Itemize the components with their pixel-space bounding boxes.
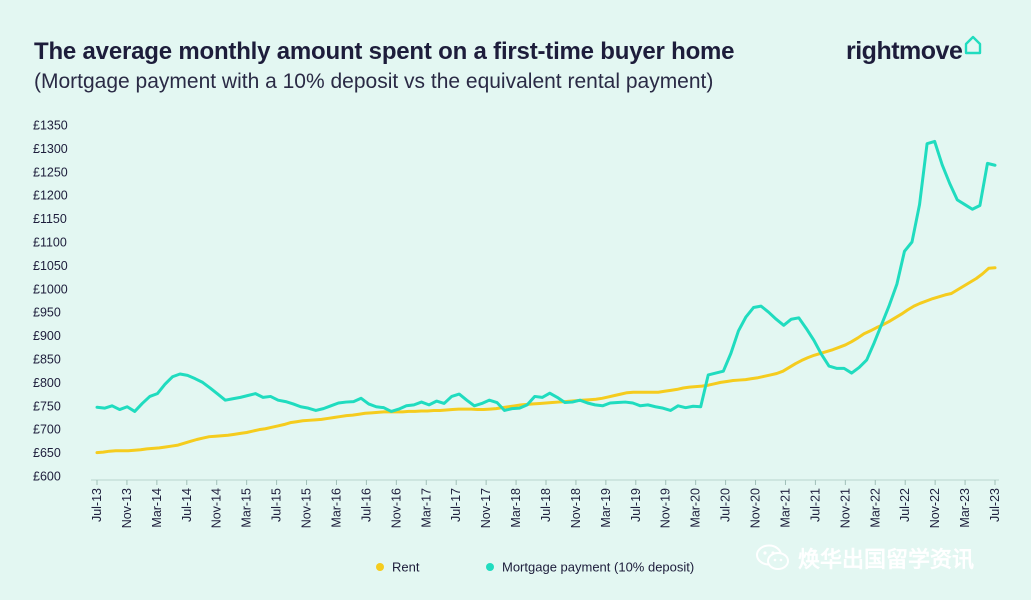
x-tick-label: Nov-21	[838, 488, 852, 528]
x-tick-label: Jul-23	[988, 488, 1002, 522]
x-tick-label: Nov-15	[300, 488, 314, 528]
chart-title: The average monthly amount spent on a fi…	[34, 38, 735, 65]
x-tick-label: Mar-18	[509, 488, 523, 528]
legend-marker	[376, 563, 384, 571]
x-tick-label: Nov-14	[210, 488, 224, 528]
y-tick-label: £1200	[33, 189, 68, 203]
x-tick-label: Jul-17	[449, 488, 463, 522]
y-tick-label: £700	[33, 423, 61, 437]
x-tick-label: Jul-20	[719, 488, 733, 522]
wechat-icon	[756, 544, 789, 570]
y-tick-label: £850	[33, 353, 61, 367]
x-tick-label: Jul-16	[359, 488, 373, 522]
legend-marker	[486, 563, 494, 571]
watermark: 焕华出国留学资讯	[756, 542, 974, 574]
x-tick-label: Nov-20	[749, 488, 763, 528]
x-tick-label: Jul-22	[898, 488, 912, 522]
watermark-text: 焕华出国留学资讯	[798, 547, 975, 572]
y-tick-label: £1100	[33, 236, 67, 250]
x-tick-label: Jul-21	[808, 488, 822, 522]
x-tick-label: Mar-20	[689, 488, 703, 528]
x-tick-label: Mar-22	[868, 488, 882, 528]
mortgage-series-line	[95, 139, 997, 413]
x-tick-label: Nov-18	[569, 488, 583, 528]
y-tick-label: £950	[33, 306, 61, 320]
x-tick-label: Mar-17	[419, 488, 433, 528]
y-tick-label: £1050	[33, 259, 68, 273]
rent-series-line	[95, 266, 997, 455]
y-tick-label: £1150	[33, 212, 67, 226]
x-tick-label: Nov-22	[928, 488, 942, 528]
y-tick-label: £750	[33, 399, 61, 413]
y-tick-label: £650	[33, 446, 61, 460]
x-tick-label: Jul-14	[180, 488, 194, 522]
y-tick-label: £1250	[33, 165, 68, 179]
rightmove-logo: rightmove	[846, 35, 982, 66]
chart-subtitle: (Mortgage payment with a 10% deposit vs …	[34, 70, 714, 93]
x-tick-label: Mar-23	[958, 488, 972, 528]
x-tick-label: Nov-17	[479, 488, 493, 528]
x-tick-label: Mar-21	[778, 488, 792, 528]
x-tick-label: Jul-13	[90, 488, 104, 522]
house-outline-icon	[965, 35, 982, 55]
x-tick-label: Jul-15	[270, 488, 284, 522]
logo-text: rightmove	[846, 37, 963, 65]
legend-label: Mortgage payment (10% deposit)	[502, 560, 694, 575]
x-tick-label: Nov-13	[120, 488, 134, 528]
x-tick-label: Nov-19	[659, 488, 673, 528]
x-tick-label: Mar-15	[240, 488, 254, 528]
y-tick-label: £600	[33, 470, 61, 484]
y-tick-label: £1300	[33, 142, 68, 156]
x-tick-label: Mar-14	[150, 488, 164, 528]
y-tick-label: £1000	[33, 282, 68, 296]
x-tick-label: Jul-18	[539, 488, 553, 522]
y-tick-label: £800	[33, 376, 61, 390]
x-tick-label: Mar-19	[599, 488, 613, 528]
y-tick-label: £1350	[33, 119, 68, 133]
x-tick-label: Jul-19	[629, 488, 643, 522]
legend-label: Rent	[392, 560, 420, 575]
x-tick-label: Mar-16	[329, 488, 343, 528]
y-tick-label: £900	[33, 329, 61, 343]
x-tick-label: Nov-16	[389, 488, 403, 528]
